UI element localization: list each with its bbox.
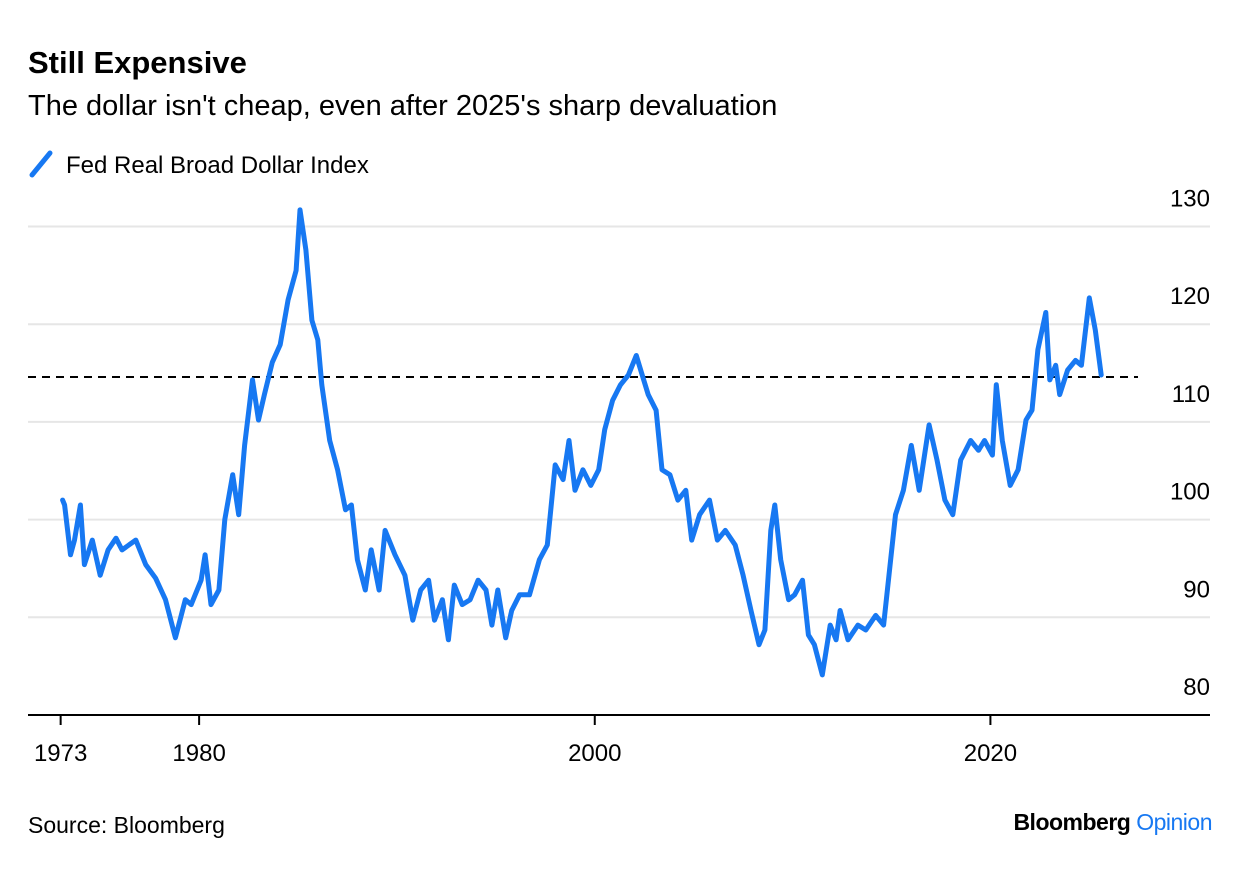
chart-subtitle: The dollar isn't cheap, even after 2025'… [28, 90, 777, 122]
brand-name: Bloomberg [1013, 809, 1130, 835]
legend-label: Fed Real Broad Dollar Index [66, 152, 369, 179]
x-tick-label: 1980 [172, 740, 225, 767]
chart-title: Still Expensive [28, 45, 247, 80]
y-tick-label: 80 [1183, 674, 1210, 701]
y-tick-label: 130 [1170, 186, 1210, 213]
brand: Bloomberg Opinion [1013, 809, 1212, 835]
x-tick-label: 2020 [964, 740, 1017, 767]
y-tick-label: 120 [1170, 283, 1210, 310]
x-tick-label: 2000 [568, 740, 621, 767]
brand-section: Opinion [1136, 809, 1212, 835]
data-line [60, 207, 1104, 678]
source: Source: Bloomberg [28, 812, 225, 838]
x-tick-label: 1973 [34, 740, 87, 767]
legend-swatch [29, 150, 53, 178]
y-tick-label: 90 [1183, 576, 1210, 603]
y-tick-label: 110 [1172, 381, 1210, 408]
y-tick-label: 100 [1170, 479, 1210, 506]
